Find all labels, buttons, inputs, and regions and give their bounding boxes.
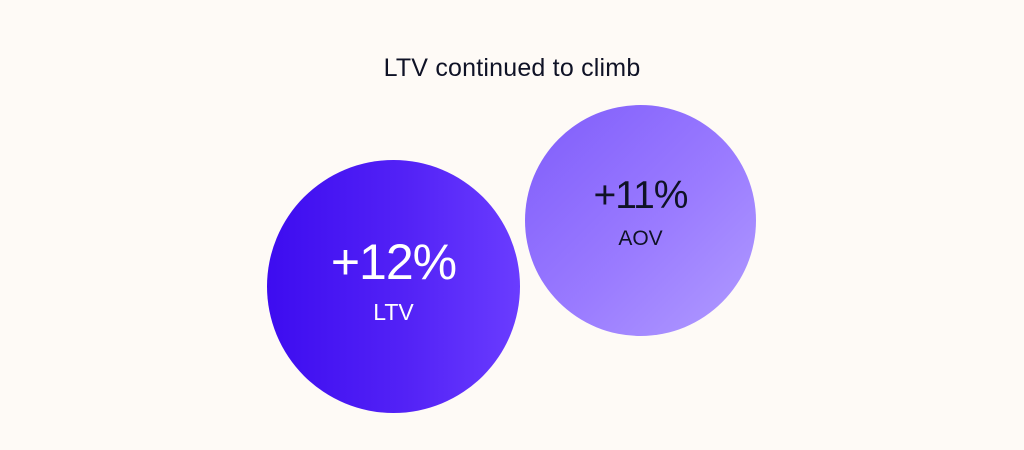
- ltv-value: +12%: [330, 234, 457, 290]
- aov-value: +11%: [593, 174, 689, 217]
- chart-title: LTV continued to climb: [383, 54, 641, 82]
- aov-bubble: +11% AOV: [525, 105, 756, 336]
- ltv-bubble: +12% LTV: [267, 160, 520, 413]
- ltv-label: LTV: [373, 299, 414, 325]
- aov-label: AOV: [618, 227, 663, 250]
